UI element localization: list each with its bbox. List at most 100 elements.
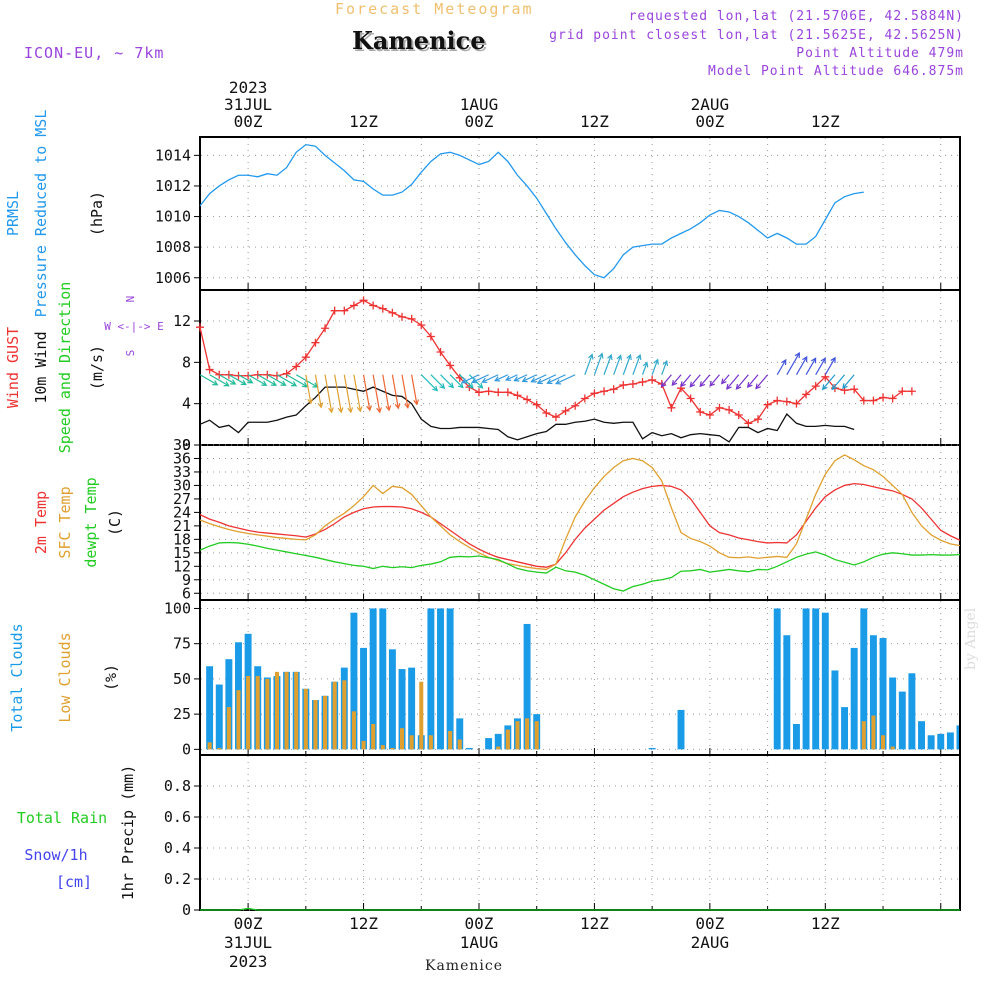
- y-tick-label: 0: [182, 901, 191, 919]
- y-tick-label: 0.8: [164, 777, 191, 795]
- y-axis-label: Total Clouds: [8, 623, 26, 731]
- wind-arrow-head: [802, 355, 808, 362]
- total-cloud-bar: [215, 684, 223, 750]
- y-axis-label: Snow/1h: [24, 846, 87, 864]
- wind-direction-arrow: [514, 374, 528, 382]
- wind-direction-arrow: [305, 374, 312, 404]
- total-cloud-bar: [927, 735, 935, 750]
- top-time-label: 12Z: [349, 112, 378, 131]
- low-cloud-bar: [265, 678, 270, 750]
- gust-marker: [426, 332, 435, 341]
- wind-arrow-head: [385, 405, 392, 412]
- wind-arrow-head: [616, 354, 623, 361]
- wind-arrow-head: [781, 358, 787, 366]
- low-cloud-bar: [515, 721, 520, 750]
- bottom-time-label: 00Z: [234, 914, 263, 933]
- wind-direction-arrow: [795, 356, 808, 376]
- wind-arrow-head: [597, 352, 604, 359]
- model-altitude: Model Point Altitude 646.875m: [708, 64, 964, 79]
- wind-direction-arrow: [362, 374, 371, 411]
- wind-arrow-head: [413, 399, 420, 406]
- wind-arrow-head: [555, 379, 562, 385]
- wind-direction-arrow: [324, 374, 333, 413]
- total-cloud-bar: [523, 623, 531, 750]
- wind-arrow-head: [746, 381, 753, 388]
- wind-arrow-head: [720, 378, 727, 385]
- wind-arrow-head: [337, 407, 344, 414]
- y-unit-label: (C): [106, 509, 124, 536]
- gust-marker: [686, 394, 695, 403]
- wind-arrow-head: [291, 381, 298, 387]
- wind-arrow-head: [626, 353, 632, 361]
- compass-west-east: W <-|-> E: [104, 320, 164, 333]
- wind-direction-arrow: [461, 374, 480, 384]
- low-cloud-bar: [890, 746, 895, 750]
- wind-arrow-head: [301, 381, 309, 388]
- gust-marker: [503, 388, 512, 397]
- wind-arrow-head: [457, 382, 464, 389]
- y-axis-label: dewpt Temp: [82, 477, 100, 567]
- wind-arrow-head: [831, 384, 838, 391]
- y-axis-label: 10m Wind: [32, 331, 50, 403]
- gust-marker: [571, 401, 580, 410]
- total-cloud-bar: [350, 612, 358, 750]
- y-tick-label: 15: [173, 544, 191, 562]
- bottom-time-label: 12Z: [811, 914, 840, 933]
- low-cloud-bar: [323, 695, 328, 750]
- total-cloud-bar: [360, 647, 368, 750]
- low-cloud-bar: [294, 671, 299, 750]
- total-cloud-bar: [773, 608, 781, 750]
- gust-marker: [282, 369, 291, 378]
- low-cloud-bar: [236, 690, 241, 750]
- gust-marker: [580, 394, 589, 403]
- gust-marker: [648, 375, 657, 384]
- gust-marker: [850, 385, 859, 394]
- wind-arrow-head: [680, 381, 686, 388]
- gust-marker: [715, 403, 724, 412]
- y-tick-label: 21: [173, 517, 191, 535]
- wind-direction-arrow: [660, 374, 672, 387]
- wind-arrow-head: [240, 379, 247, 386]
- gust-marker: [513, 391, 522, 400]
- low-cloud-bar: [313, 700, 318, 750]
- compass-south: S: [124, 350, 137, 357]
- top-time-label: 1AUG: [460, 95, 499, 114]
- total-cloud-bar: [918, 721, 925, 750]
- y-axis-label: Low Clouds: [56, 632, 74, 722]
- wind-direction-arrow: [651, 359, 659, 375]
- wind-arrow-head: [481, 377, 488, 384]
- wind-direction-arrow: [372, 374, 381, 413]
- y-tick-label: 50: [173, 670, 191, 688]
- y-axis-label: Wind GUST: [4, 327, 22, 408]
- low-cloud-bar: [496, 746, 501, 750]
- low-cloud-bar: [390, 747, 395, 750]
- low-cloud-bar: [409, 735, 414, 750]
- wind-arrow-head: [755, 383, 761, 390]
- wind-direction-arrow: [267, 374, 286, 386]
- gust-marker: [590, 389, 599, 398]
- wind-arrow-head: [530, 377, 537, 383]
- footer-station: Kamenice: [425, 958, 503, 974]
- gust-marker: [398, 312, 407, 321]
- wind-arrow-head: [347, 407, 354, 414]
- top-time-label: 12Z: [580, 112, 609, 131]
- gust-marker: [773, 396, 782, 405]
- gust-marker: [494, 388, 503, 397]
- wind-arrow-head: [494, 376, 501, 382]
- wind-arrow-head: [642, 361, 649, 368]
- total-cloud-bar: [898, 691, 906, 750]
- gust-marker: [638, 377, 647, 386]
- top-time-label: 00Z: [695, 112, 724, 131]
- y-tick-label: 30: [173, 476, 191, 494]
- wind-arrow-head: [794, 351, 800, 359]
- wind-direction-arrow: [842, 374, 855, 389]
- wind-direction-arrow: [238, 374, 253, 384]
- wind-direction-arrow: [411, 374, 418, 405]
- wind-direction-arrow: [286, 374, 308, 388]
- low-cloud-bar: [342, 680, 347, 750]
- y-tick-label: 1008: [155, 238, 191, 256]
- wind-arrow-head: [328, 407, 334, 414]
- bottom-time-label: 12Z: [580, 914, 609, 933]
- total-cloud-bar: [841, 707, 849, 750]
- low-cloud-bar: [246, 676, 251, 750]
